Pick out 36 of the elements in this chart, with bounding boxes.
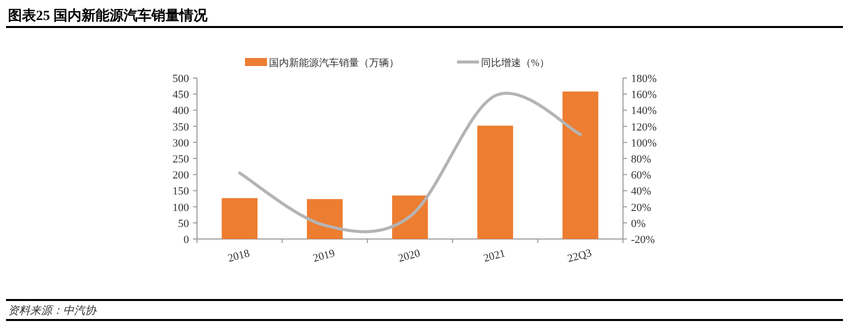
y-tick-label: 450: [172, 89, 190, 102]
bar: [477, 126, 514, 239]
y2-tick-label: 60%: [631, 170, 652, 182]
x-tick-label: 2021: [482, 247, 507, 265]
bar: [562, 92, 598, 239]
y-tick-label: 200: [172, 170, 190, 182]
bar: [392, 196, 428, 239]
y2-tick-label: 20%: [631, 202, 652, 214]
y2-tick-label: 0%: [631, 218, 646, 230]
legend-label: 同比增速（%）: [481, 57, 550, 69]
y-tick-label: 150: [172, 186, 190, 198]
legend-label: 国内新能源汽车销量（万辆）: [269, 57, 399, 69]
y2-tick-label: 180%: [631, 73, 657, 85]
x-tick-label: 2018: [226, 247, 252, 265]
bar: [222, 198, 258, 239]
x-tick-label: 2020: [397, 247, 422, 265]
text: 资料来源：中汽协: [8, 304, 97, 317]
y2-tick-label: 120%: [631, 121, 657, 134]
y2-tick-label: 80%: [631, 154, 652, 166]
y2-tick-label: 100%: [631, 137, 657, 150]
y2-tick-label: 160%: [631, 89, 657, 102]
y2-tick-label: 40%: [631, 186, 652, 198]
y2-tick-label: -20%: [631, 234, 655, 246]
y-tick-label: 0: [184, 234, 190, 246]
y-tick-label: 500: [172, 73, 190, 85]
y2-tick-label: 140%: [631, 105, 657, 118]
chart-title: 图表25 国内新能源汽车销量情况: [8, 7, 208, 24]
y-tick-label: 100: [172, 202, 190, 214]
bar: [306, 199, 343, 239]
y-tick-label: 250: [172, 154, 190, 166]
y-tick-label: 350: [172, 121, 190, 134]
x-tick-label: 22Q3: [566, 247, 594, 266]
y-tick-label: 50: [178, 218, 190, 230]
x-tick-label: 2019: [312, 247, 337, 265]
y-tick-label: 400: [172, 105, 190, 118]
y-tick-label: 300: [172, 137, 190, 150]
